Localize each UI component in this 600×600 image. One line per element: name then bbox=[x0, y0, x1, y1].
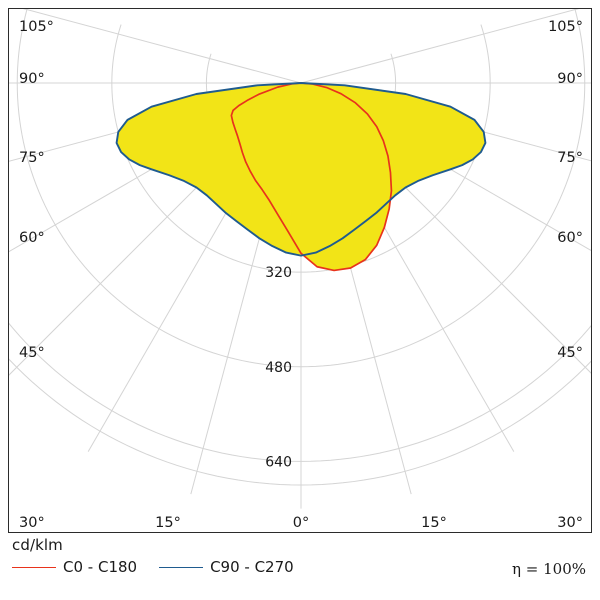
curve-c0-c180 bbox=[230, 82, 393, 272]
angular-label-right: 60° bbox=[557, 230, 583, 246]
radial-tick-label: 320 bbox=[265, 265, 292, 281]
polar-plot-frame: 320 480 640 105° 105° 90° 90° 75° 75° 60° 60° 45° 4… bbox=[8, 8, 592, 533]
grid-spoke bbox=[22, 9, 302, 84]
angular-label-left: 30° bbox=[19, 515, 45, 531]
radial-tick-labels: 320 480 640 bbox=[265, 265, 292, 470]
legend-area: cd/klm C0 - C180 C90 - C270 η = 100% bbox=[8, 536, 592, 592]
legend-item: C0 - C180 bbox=[12, 558, 137, 576]
angular-label-left: 75° bbox=[19, 150, 45, 166]
grid-spoke bbox=[300, 9, 580, 84]
angular-label-left: 90° bbox=[19, 71, 45, 87]
distribution-fill bbox=[116, 83, 486, 271]
angular-label-left: 60° bbox=[19, 230, 45, 246]
angular-label-right: 75° bbox=[557, 150, 583, 166]
angular-label-left: 105° bbox=[19, 19, 54, 35]
distribution-fill-region bbox=[116, 83, 486, 271]
legend-items: C0 - C180 C90 - C270 bbox=[12, 558, 294, 576]
angular-tick-labels: 105° 105° 90° 90° 75° 75° 60° 60° 45° 45° 30° 30° 15… bbox=[19, 19, 583, 531]
legend-series-label: C90 - C270 bbox=[210, 558, 294, 576]
legend-series-label: C0 - C180 bbox=[63, 558, 138, 576]
legend-line-swatch bbox=[12, 566, 56, 568]
angular-label-bottom: 15° bbox=[421, 515, 447, 531]
angular-label-right: 45° bbox=[557, 345, 583, 361]
angular-label-bottom: 15° bbox=[155, 515, 181, 531]
curve-c90-c270 bbox=[115, 82, 487, 257]
radial-tick-label: 480 bbox=[265, 360, 292, 376]
distribution-curves bbox=[115, 82, 487, 272]
unit-label: cd/klm bbox=[12, 536, 63, 554]
angular-label-left: 45° bbox=[19, 345, 45, 361]
legend-line-swatch bbox=[159, 566, 204, 568]
efficiency-label: η = 100% bbox=[512, 560, 586, 578]
polar-plot-svg: 320 480 640 105° 105° 90° 90° 75° 75° 60° 60° 45° 4… bbox=[9, 9, 591, 531]
angular-label-right: 90° bbox=[557, 71, 583, 87]
angular-label-right: 105° bbox=[548, 19, 583, 35]
legend-item: C90 - C270 bbox=[159, 558, 294, 576]
radial-tick-label: 640 bbox=[265, 454, 292, 470]
angular-label-bottom: 0° bbox=[293, 515, 309, 531]
angular-label-right: 30° bbox=[557, 515, 583, 531]
